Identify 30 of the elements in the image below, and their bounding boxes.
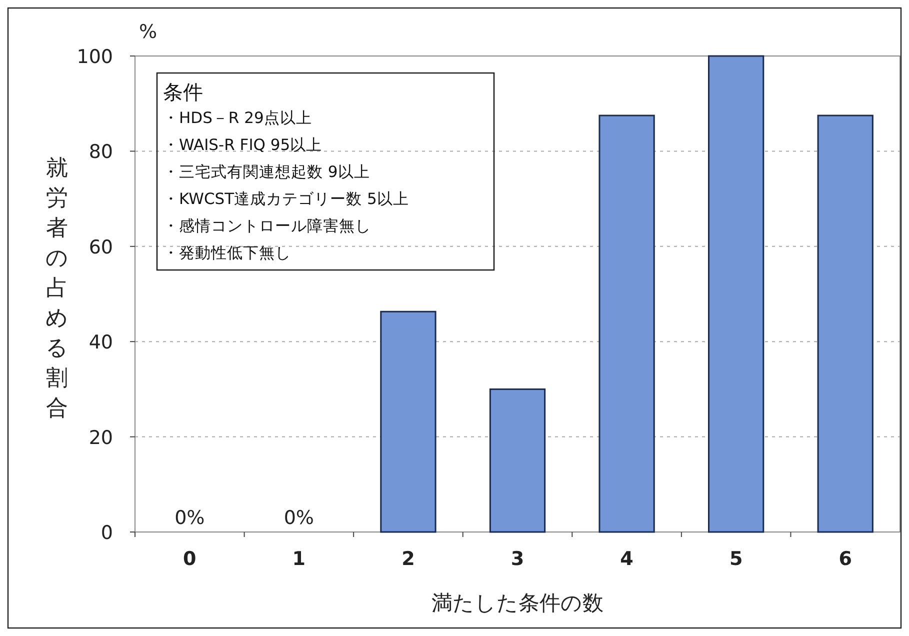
annotation: ・WAIS-R FIQ 95以上	[163, 136, 322, 154]
x-tick-label: 4	[620, 548, 634, 570]
y-tick-label: 0	[100, 522, 113, 544]
annotation: ・三宅式有関連想起数 9以上	[163, 163, 370, 181]
x-tick-label: 3	[510, 548, 524, 570]
annotation: 条件	[163, 80, 203, 104]
x-axis-title: 満たした条件の数	[432, 591, 604, 615]
bar	[817, 114, 874, 533]
x-tick-label: 1	[292, 548, 306, 570]
bar	[489, 388, 546, 533]
bar	[380, 310, 436, 533]
x-tick-label: 2	[402, 548, 415, 570]
y-tick-label: 80	[88, 141, 113, 164]
x-tick-label: 0	[183, 548, 196, 570]
text: %	[138, 21, 158, 43]
data-label: 0%	[174, 507, 205, 529]
annotation: ・KWCST達成カテゴリー数 5以上	[163, 190, 409, 208]
bar	[708, 55, 764, 533]
annotation: ・感情コントロール障害無し	[163, 217, 371, 235]
y-tick-label: 20	[88, 426, 113, 449]
annotation: ・発動性低下無し	[163, 244, 291, 262]
y-tick-label: 100	[76, 46, 113, 68]
data-label: 0%	[284, 507, 314, 529]
annotation: ・HDS－R 29点以上	[163, 109, 312, 127]
text: 就労者の占める割合	[46, 156, 68, 421]
y-tick-label: 60	[88, 236, 113, 258]
x-tick-label: 5	[729, 548, 743, 570]
x-tick-label: 6	[838, 548, 852, 570]
y-tick-label: 40	[88, 332, 113, 354]
bar	[598, 114, 655, 533]
